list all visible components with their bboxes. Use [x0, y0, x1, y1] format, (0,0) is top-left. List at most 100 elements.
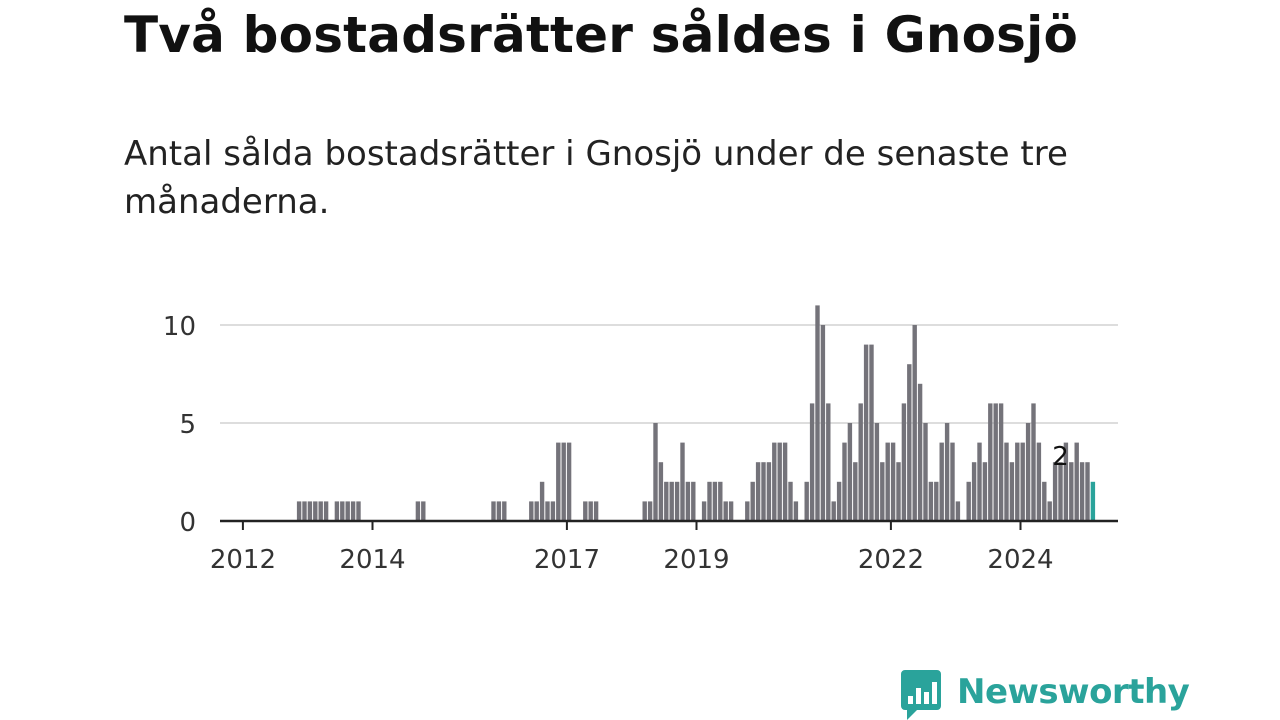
bar: [502, 501, 507, 521]
x-tick-label: 2022: [858, 545, 924, 575]
y-tick-label: 10: [163, 312, 196, 342]
bar: [1063, 442, 1069, 521]
bar: [691, 481, 696, 521]
bar: [1042, 481, 1047, 521]
bar: [1052, 462, 1058, 521]
bar: [782, 442, 788, 521]
bar: [988, 403, 993, 521]
bar: [323, 501, 329, 521]
bar: [496, 501, 502, 521]
bar: [345, 501, 350, 521]
bar: [1074, 442, 1079, 521]
bar: [998, 403, 1004, 521]
newsworthy-logo: Newsworthy: [901, 670, 1190, 720]
bar: [982, 462, 988, 521]
bar: [723, 501, 728, 521]
bar: [318, 501, 323, 521]
bar: [1090, 481, 1096, 521]
bar: [534, 501, 539, 521]
bar: [880, 462, 885, 521]
bar: [966, 481, 971, 521]
bar: [944, 423, 950, 521]
bar: [539, 481, 545, 521]
bar: [647, 501, 653, 521]
bar: [755, 462, 761, 521]
bar: [885, 442, 890, 521]
bar: [1020, 442, 1025, 521]
bar: [1036, 442, 1042, 521]
bar: [1079, 462, 1085, 521]
bar: [296, 501, 302, 521]
bar: [718, 481, 723, 521]
bar: [313, 501, 318, 521]
bar: [728, 501, 734, 521]
bar: [653, 423, 658, 521]
bar: [955, 501, 961, 521]
bar: [1058, 462, 1063, 521]
chart-title: Två bostadsrätter såldes i Gnosjö: [124, 6, 1079, 64]
bar: [809, 403, 815, 521]
bar: [1025, 423, 1031, 521]
bar: [820, 325, 826, 521]
bar: [917, 383, 923, 521]
y-axis-tick-labels: 0 5 10: [163, 312, 196, 538]
bar: [831, 501, 836, 521]
x-tick-label: 2024: [987, 545, 1053, 575]
bar: [707, 481, 712, 521]
bar: [566, 442, 572, 521]
brand-name: Newsworthy: [957, 672, 1190, 712]
bar: [674, 481, 680, 521]
bar: [680, 442, 685, 521]
bar: [863, 344, 869, 521]
bar: [658, 462, 664, 521]
bars: [296, 305, 1096, 521]
bar: [750, 481, 755, 521]
bar: [788, 481, 793, 521]
bar: [745, 501, 750, 521]
annotations: 2: [1052, 442, 1069, 472]
bar: [642, 501, 647, 521]
bar: [669, 481, 674, 521]
bar: [334, 501, 340, 521]
bar: [664, 481, 669, 521]
bar: [307, 501, 313, 521]
bar: [1009, 462, 1015, 521]
newsworthy-chart-bubble-icon: [901, 670, 941, 720]
bar: [761, 462, 766, 521]
x-tick-label: 2012: [210, 545, 276, 575]
bar: [993, 403, 998, 521]
bar: [350, 501, 356, 521]
bar: [928, 481, 934, 521]
bar: [1069, 462, 1074, 521]
x-tick-label: 2014: [339, 545, 405, 575]
bar: [556, 442, 561, 521]
y-tick-label: 0: [179, 508, 196, 538]
bar: [912, 325, 917, 521]
bar: [712, 481, 718, 521]
bar: [874, 423, 880, 521]
bar: [421, 501, 426, 521]
bar: [550, 501, 556, 521]
bar: [766, 462, 772, 521]
last-value-label: 2: [1052, 442, 1069, 472]
bar: [977, 442, 982, 521]
bar: [815, 305, 820, 521]
bar: [772, 442, 777, 521]
bar: [842, 442, 847, 521]
bar: [923, 423, 928, 521]
bar: [588, 501, 593, 521]
bar: [1004, 442, 1009, 521]
bar: [826, 403, 831, 521]
bar: [847, 423, 853, 521]
bar: [545, 501, 550, 521]
bar: [685, 481, 691, 521]
bar: [1015, 442, 1020, 521]
bar: [340, 501, 345, 521]
bar: [593, 501, 599, 521]
bar: [939, 442, 944, 521]
bar: [583, 501, 588, 521]
bar: [1047, 501, 1052, 521]
bar: [907, 364, 912, 521]
bar: [934, 481, 939, 521]
